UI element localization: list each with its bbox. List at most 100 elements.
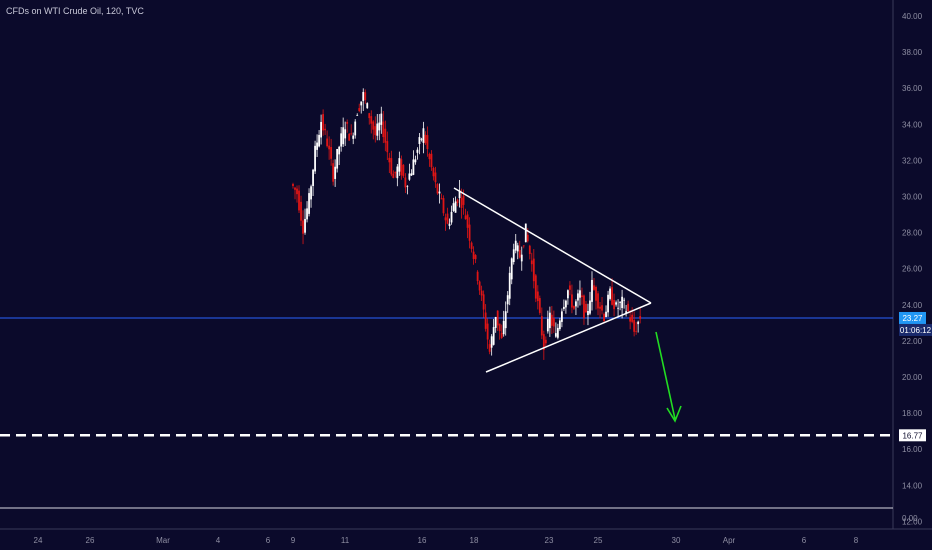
candle-body — [348, 133, 351, 141]
y-tick-label: 26.00 — [902, 265, 923, 274]
candle-body — [581, 295, 583, 297]
candle-body — [334, 166, 337, 179]
candle-body — [591, 279, 593, 302]
candle-body — [597, 293, 599, 309]
candle-body — [476, 271, 479, 282]
candle-body — [424, 134, 427, 144]
candle-body — [474, 255, 477, 260]
candle-body — [456, 199, 459, 203]
y-tick-label: 36.00 — [902, 84, 923, 93]
candle-body — [528, 245, 531, 255]
candle-body — [310, 186, 312, 200]
candle-body — [633, 320, 636, 332]
candle-body — [446, 213, 449, 224]
candle-body — [402, 164, 405, 177]
candle-body — [414, 159, 417, 163]
candle-body — [308, 193, 310, 214]
candle-body — [418, 137, 421, 144]
candle-body — [629, 317, 632, 322]
x-tick-label: Mar — [156, 536, 170, 545]
candle-body — [577, 293, 579, 301]
candle-body — [627, 303, 630, 312]
candle-body — [536, 291, 539, 302]
x-tick-label: 6 — [802, 536, 807, 545]
candle-body — [613, 299, 615, 310]
x-tick-label: 23 — [545, 536, 554, 545]
x-tick-label: 24 — [34, 536, 43, 545]
candle-body — [516, 245, 519, 252]
x-tick-label: 11 — [341, 536, 350, 545]
candle-body — [410, 173, 413, 176]
candle-body — [468, 224, 471, 241]
candle-body — [575, 301, 577, 307]
candle-body — [382, 121, 385, 138]
x-tick-label: 25 — [594, 536, 603, 545]
y-tick-label: 34.00 — [902, 120, 923, 129]
candle-body — [502, 320, 505, 335]
candle-body — [314, 145, 316, 172]
candle-body — [340, 133, 343, 147]
candle-body — [352, 135, 355, 139]
candle-body — [440, 198, 443, 200]
candle-body — [492, 327, 495, 345]
candle-body — [488, 344, 491, 352]
candle-body — [312, 169, 314, 187]
candle-body — [372, 121, 375, 130]
candle-body — [554, 333, 557, 337]
candle-body — [346, 121, 349, 124]
candle-body — [619, 302, 621, 303]
candle-body — [316, 142, 318, 150]
candle-body — [567, 290, 569, 299]
candle-body — [432, 168, 435, 177]
candle-body — [332, 163, 335, 182]
candle-body — [450, 211, 453, 223]
x-tick-label: 8 — [854, 536, 859, 545]
candle-body — [330, 147, 333, 159]
candle-body — [320, 121, 322, 138]
candle-body — [466, 214, 469, 228]
candle-body — [472, 251, 475, 259]
candle-body — [374, 126, 377, 136]
candle-body — [442, 198, 445, 214]
x-tick-label: 9 — [291, 536, 296, 545]
candle-body — [304, 218, 306, 233]
candle-body — [560, 311, 563, 322]
candle-body — [376, 123, 379, 136]
candle-body — [398, 158, 401, 172]
candle-body — [496, 310, 499, 326]
candle-body — [324, 128, 327, 131]
candle-body — [558, 320, 561, 330]
candle-body — [396, 166, 399, 179]
candle-body — [585, 303, 587, 313]
candle-body — [292, 184, 294, 186]
candle-body — [438, 191, 441, 194]
candle-body — [380, 113, 383, 125]
candle-body — [623, 299, 625, 301]
candle-body — [631, 314, 634, 322]
candle-body — [542, 334, 545, 350]
candle-body — [388, 157, 391, 163]
y-tick-label: 18.00 — [902, 409, 923, 418]
candle-body — [569, 285, 571, 290]
chart-title: CFDs on WTI Crude Oil, 120, TVC — [6, 6, 144, 16]
candle-body — [306, 208, 308, 220]
y-tick-label: 40.00 — [902, 12, 923, 21]
candle-body — [587, 310, 589, 316]
y-tick-label: 16.00 — [902, 445, 923, 454]
candle-body — [412, 159, 415, 175]
candle-body — [546, 318, 549, 332]
candle-body — [350, 133, 353, 135]
candle-body — [556, 327, 559, 338]
candle-body — [500, 332, 503, 338]
candle-body — [360, 101, 363, 106]
candle-body — [510, 258, 513, 280]
y-tick-label: 32.00 — [902, 156, 923, 165]
x-tick-label: Apr — [723, 536, 736, 545]
candle-body — [386, 141, 389, 153]
candle-body — [565, 300, 567, 308]
candle-body — [300, 201, 302, 221]
y-tick-label: 28.00 — [902, 229, 923, 238]
y-tick-label: 20.00 — [902, 373, 923, 382]
candle-body — [484, 312, 487, 329]
